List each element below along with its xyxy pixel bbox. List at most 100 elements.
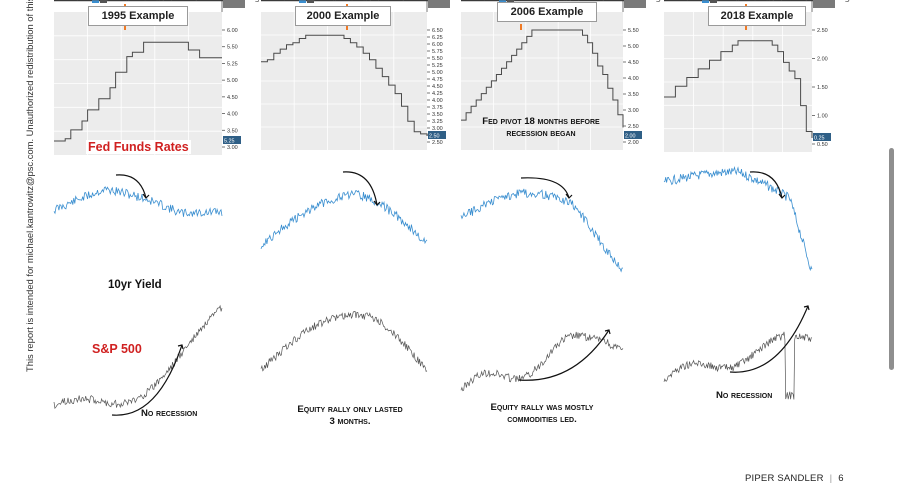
spx-legend-label: SPX Index - Last Price 3644.31	[517, 0, 574, 1]
page-footer: PIPER SANDLER | 6	[745, 473, 844, 484]
spx-legend-swatch	[100, 0, 107, 3]
panel-2000-chart: 6.506.256.005.755.505.255.004.754.504.25…	[260, 0, 465, 372]
ffr-tick-label: 2.50	[432, 140, 443, 146]
redistribution-notice: This report is intended for michael.kant…	[24, 0, 35, 372]
annotation-2006-top: Fed pivot 18 months before recession beg…	[470, 116, 612, 140]
ffr-tick-label: 3.50	[227, 128, 238, 134]
equity-rally-arrow	[111, 344, 183, 416]
chart-copyright: Copyright© 2022 Bloomberg Finance L.P.	[152, 0, 218, 1]
spx-last-value: 1087.20	[429, 0, 449, 2]
ffr-tick-label: 4.00	[628, 76, 639, 82]
panel-2006-chart: 5.50 5.00 4.50 4.00 3.50 3.00 2.50 2.002.00 USGG…	[460, 0, 661, 392]
spx-legend-label: SPX Index - Last Price 3650.33	[720, 0, 777, 1]
x-axis-year-label: 1995	[144, 0, 156, 2]
ffr-last-value-tag	[624, 131, 642, 139]
x-axis-year-label: 2000	[349, 0, 361, 2]
chart-copyright: Copyright© 2022 Bloomberg Finance L.P.	[559, 0, 625, 1]
equity-arrow-head	[604, 329, 611, 335]
annotation-2018-text: No recession	[716, 390, 773, 401]
ffr-tick-label: 4.50	[227, 95, 238, 101]
ffr-tick-label: 5.25	[432, 63, 443, 69]
yield-log-scale-label: Log	[645, 0, 661, 3]
x-axis-year-label: 2007	[571, 0, 583, 2]
ffr-last-value: 2.50	[429, 134, 440, 140]
panel-1995: 6.005.505.255.004.504.003.503.005.25USGG…	[52, 0, 260, 452]
footer-brand: PIPER SANDLER	[745, 473, 824, 484]
fed-funds-rate-line	[664, 40, 813, 138]
ffr-tick-label: 3.00	[227, 145, 238, 151]
chart-date-stamp: 16-Jun-2022 14:49:14	[575, 0, 610, 1]
yield-decline-arrow	[749, 171, 783, 199]
sp500-label: S&P 500	[90, 342, 144, 356]
scrollbar-thumb[interactable]	[889, 148, 894, 370]
yield-legend-label: USGG10YR Index - Last Price 3.3125	[102, 0, 170, 1]
ffr-tick-label: 3.75	[432, 105, 443, 111]
fed-funds-rate-line	[54, 41, 222, 142]
ten-year-yield-line	[663, 166, 813, 272]
ffr-tick-label: 3.00	[628, 108, 639, 114]
panel-2000: 6.50 6.25 6.00 5.75 5.50 5.25 5.00 4.75 4.50 4.25…	[259, 0, 465, 452]
ffr-tick-label: 1.50	[817, 85, 828, 91]
panel-2006: 5.50 5.00 4.50 4.00 3.50 3.00 2.50 2.002.00 USGG…	[459, 0, 661, 452]
fed-funds-rate-line	[461, 29, 624, 128]
panel-title-2006: 2006 Example	[497, 2, 597, 22]
ffr-gridlines	[54, 12, 222, 155]
chart-date-stamp: 16-Jun-2022 14:48:15	[778, 0, 813, 1]
footer-separator: |	[829, 473, 833, 484]
spx-log-scale-label: Log	[244, 0, 260, 3]
ffr-tick-label: 6.25	[432, 35, 443, 41]
yield-legend-label: USGG10YR Index - Last Price 3.3163	[712, 0, 780, 1]
footer-page-number: 6	[838, 473, 844, 484]
annotation-2000: Equity rally only lasted 3 months.	[294, 404, 406, 428]
annotation-2006-bottom: Equity rally was mostly commodities led.	[470, 402, 614, 426]
ffr-tick-label: 4.50	[628, 60, 639, 66]
chart-source-note: FDTR Index (Federal Funds Target Rate - …	[666, 0, 803, 1]
yield-legend-swatch	[92, 0, 99, 3]
chart-source-note: FDTR Index (Federal Funds Target Rate - …	[263, 0, 400, 1]
x-axis-year-label: 2001	[399, 0, 411, 2]
spx-legend-swatch	[507, 0, 514, 3]
yield-log-scale-label: Log	[244, 0, 260, 3]
annotation-2000-text: Equity rally only lasted 3 months.	[297, 404, 403, 427]
fed-funds-rates-label: Fed Funds Rates	[86, 140, 191, 154]
ten-year-yield-line	[460, 188, 624, 273]
panel-2018: 2.50 2.00 1.50 1.00 0.500.25 USGG10YR Index -…	[662, 0, 858, 452]
yield-legend-swatch	[702, 0, 709, 3]
ffr-tick-label: 5.00	[432, 70, 443, 76]
annotation-2018: No recession	[716, 390, 772, 401]
ffr-tick-label: 5.25	[227, 61, 238, 67]
chart-date-stamp: 16-Jun-2022 14:31:10	[168, 0, 203, 1]
spx-last-value-tag	[428, 0, 450, 8]
chart-copyright: Copyright© 2022 Bloomberg Finance L.P.	[359, 0, 425, 1]
fed-funds-rate-line	[261, 34, 428, 136]
annotation-1995: No recession	[141, 408, 197, 419]
ffr-tick-label: 6.00	[432, 42, 443, 48]
panel-2018-chart: 2.50 2.00 1.50 1.00 0.500.25 USGG10YR Index -…	[663, 0, 850, 400]
panel-title-1995: 1995 Example	[88, 6, 188, 26]
x-axis-year-label: 2019	[768, 0, 780, 2]
ffr-tick-label: 3.00	[432, 126, 443, 132]
spx-last-value-tag	[624, 0, 646, 8]
yield-log-scale-label: Log	[834, 0, 850, 3]
ffr-last-value-tag	[813, 133, 831, 141]
yield-decline-arrow	[520, 177, 570, 199]
spx-last-value-tag	[223, 0, 245, 8]
yield-arrow-head	[373, 200, 381, 206]
ten-year-yield-line	[260, 189, 428, 250]
equity-arrow-head	[177, 344, 184, 350]
ffr-tick-label: 5.00	[628, 44, 639, 50]
ffr-last-value: 0.25	[814, 136, 825, 142]
ffr-gridlines	[664, 12, 812, 152]
x-axis-year-label: 1994	[88, 0, 100, 2]
ffr-tick-label: 0.50	[817, 142, 828, 148]
ffr-tick-label: 5.50	[628, 28, 639, 34]
yield-legend-swatch	[499, 0, 506, 3]
ffr-gridlines	[261, 12, 427, 150]
spx-legend-label: SPX Index - Last Price 3643.59	[317, 0, 374, 1]
chart-copyright: Copyright© 2022 Bloomberg Finance L.P.	[762, 0, 828, 1]
spx-log-scale-label: Log	[645, 0, 661, 3]
ffr-tick-label: 3.50	[432, 112, 443, 118]
ffr-tick-label: 4.00	[227, 112, 238, 118]
ffr-tick-label: 4.75	[432, 77, 443, 83]
x-axis-year-label: 2017	[672, 0, 684, 2]
